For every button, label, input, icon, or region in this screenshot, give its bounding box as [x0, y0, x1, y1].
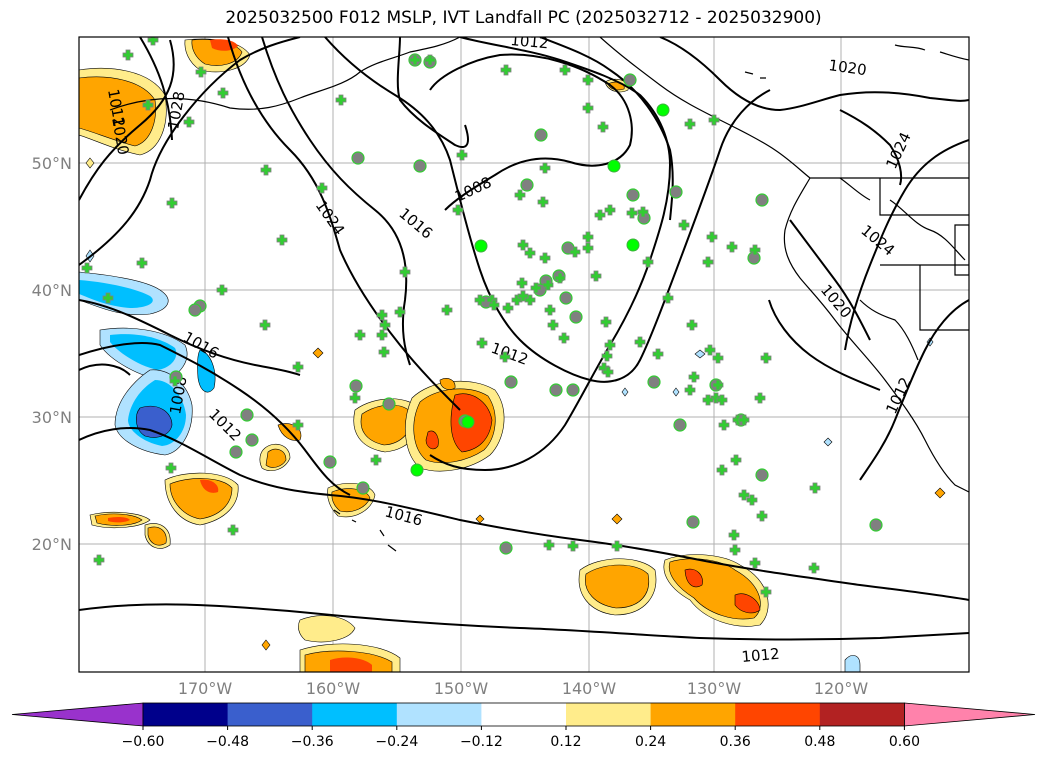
colorbar-frame	[142, 702, 905, 727]
colorbar-segment	[650, 703, 736, 726]
lon-label-130w: 130°W	[687, 679, 742, 698]
lat-label-30n: 30°N	[32, 408, 72, 427]
station-dot	[673, 418, 687, 432]
lon-label-140w: 140°W	[562, 679, 617, 698]
colorbar-segment	[566, 703, 652, 726]
station-dot	[566, 383, 580, 397]
landfall-dot	[474, 239, 488, 253]
observation-markers	[81, 37, 883, 598]
isobars	[79, 37, 969, 641]
ivt-negative-shading	[79, 249, 934, 672]
map-title: 2025032500 F012 MSLP, IVT Landfall PC (2…	[225, 8, 822, 28]
colorbar-tick-label: 0.48	[804, 734, 835, 750]
station-dot	[569, 310, 583, 324]
colorbar-tick-label: −0.12	[460, 734, 503, 750]
colorbar-tick-label: −0.60	[122, 734, 165, 750]
isobar-label: 1020	[827, 56, 867, 79]
colorbar-extension-max	[904, 702, 1036, 727]
colorbar-segment	[396, 703, 482, 726]
ivt-positive-shading	[79, 38, 946, 672]
station-dot	[229, 445, 243, 459]
station-dot	[356, 481, 370, 495]
colorbar-tick-label: 0.60	[889, 734, 920, 750]
station-dot	[323, 455, 337, 469]
colorbar-tick-label: 0.24	[635, 734, 666, 750]
station-dot	[669, 185, 683, 199]
plot-area	[79, 37, 969, 672]
station-dot	[549, 383, 563, 397]
lat-label-40n: 40°N	[32, 281, 72, 300]
station-dot	[869, 518, 883, 532]
landfall-dot	[607, 159, 621, 173]
lat-label-20n: 20°N	[32, 535, 72, 554]
station-dot	[755, 468, 769, 482]
colorbar-tick-label: −0.36	[291, 734, 334, 750]
colorbar-segment	[227, 703, 313, 726]
isobar-label: 1012	[741, 645, 781, 666]
latitude-axis: 50°N 40°N 30°N 20°N	[32, 154, 72, 554]
isobar-label: 1012	[510, 31, 550, 52]
colorbar-tick-label: 0.12	[550, 734, 581, 750]
station-dot	[188, 303, 202, 317]
colorbar-tick-label: −0.48	[206, 734, 249, 750]
station-dot	[686, 515, 700, 529]
station-dot	[623, 73, 637, 87]
landfall-dot	[626, 238, 640, 252]
colorbar-segment	[143, 703, 229, 726]
colorbar-tick-label: 0.36	[720, 734, 751, 750]
station-dot	[626, 188, 640, 202]
landfall-dot	[461, 415, 475, 429]
station-dot	[413, 159, 427, 173]
colorbar-segment	[735, 703, 821, 726]
colorbar-segment	[312, 703, 398, 726]
colorbar-extension-min	[11, 702, 144, 727]
longitude-axis: 170°W 160°W 150°W 140°W 130°W 120°W	[178, 679, 869, 698]
station-dot	[647, 375, 661, 389]
plot-frame	[78, 36, 970, 673]
colorbar-segment	[481, 703, 567, 726]
station-dot	[559, 291, 573, 305]
lon-label-150w: 150°W	[434, 679, 489, 698]
lon-label-160w: 160°W	[306, 679, 361, 698]
station-dot	[382, 397, 396, 411]
station-dot	[499, 541, 513, 555]
lon-label-170w: 170°W	[178, 679, 233, 698]
station-dot	[240, 408, 254, 422]
lat-label-50n: 50°N	[32, 154, 72, 173]
landfall-dot	[410, 463, 424, 477]
station-dot	[349, 379, 363, 393]
station-dot	[351, 151, 365, 165]
station-dot	[245, 433, 259, 447]
colorbar-tick-label: −0.24	[375, 734, 418, 750]
station-dot	[504, 375, 518, 389]
station-dot	[534, 128, 548, 142]
lon-label-120w: 120°W	[814, 679, 869, 698]
station-dot	[520, 178, 534, 192]
station-dot	[755, 193, 769, 207]
coastlines	[109, 37, 969, 552]
colorbar-segment	[819, 703, 905, 726]
landfall-dot	[656, 103, 670, 117]
colorbar: −0.60 −0.48 −0.36 −0.24 −0.12 0.12 0.24 0.36 0.4…	[11, 702, 1036, 750]
